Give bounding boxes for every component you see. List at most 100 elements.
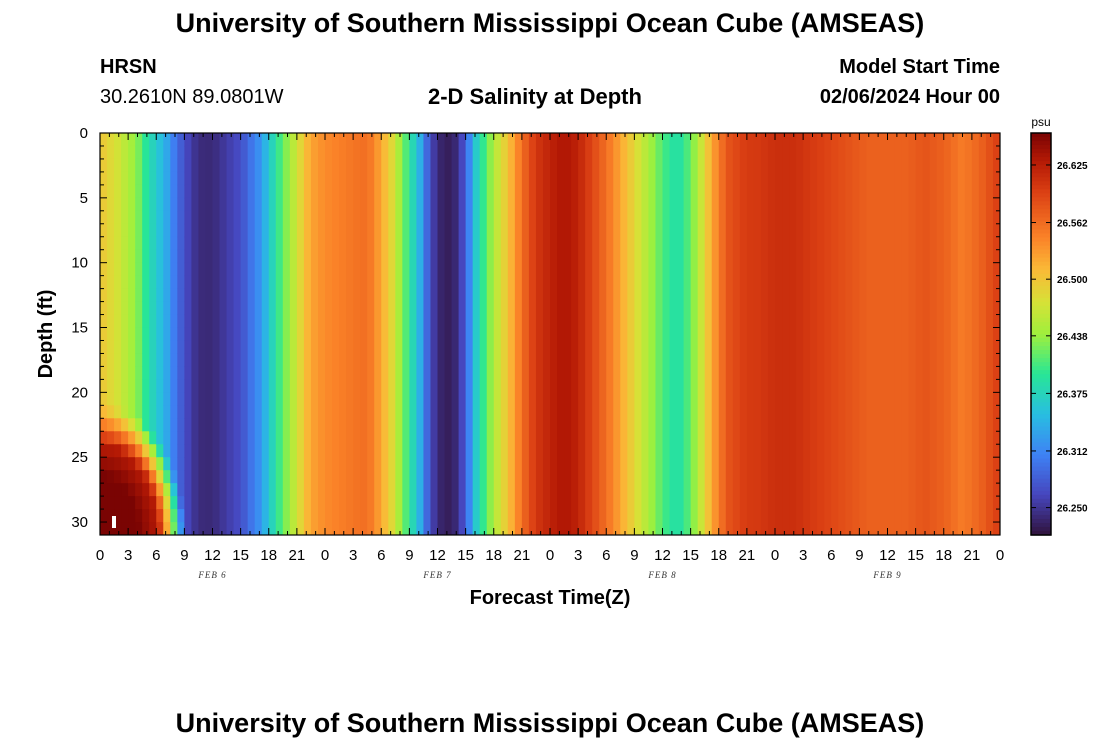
page-title: University of Southern Mississippi Ocean…	[175, 8, 925, 38]
heatmap-cell	[149, 197, 157, 212]
x-tick-label: 15	[232, 547, 249, 564]
colorbar-label: 26.562	[1057, 219, 1088, 230]
heatmap-cell	[184, 327, 193, 342]
heatmap-cell	[156, 340, 164, 355]
colorbar-segment	[1031, 474, 1051, 480]
heatmap-cell	[100, 366, 108, 380]
heatmap-cell	[107, 405, 115, 419]
heatmap-cell	[739, 133, 748, 535]
heatmap-cell	[121, 379, 129, 393]
colorbar-segment	[1031, 245, 1051, 251]
heatmap-cell	[831, 133, 839, 535]
colorbar-segment	[1031, 434, 1051, 440]
heatmap-cell	[156, 327, 164, 342]
heatmap-cell	[177, 522, 185, 535]
heatmap-cell	[669, 133, 678, 535]
heatmap-cell	[599, 133, 607, 535]
heatmap-cell	[149, 184, 157, 199]
heatmap-cell	[121, 509, 129, 523]
heatmap-cell	[163, 327, 171, 342]
heatmap-cell	[121, 418, 129, 432]
heatmap-cell	[156, 457, 164, 471]
x-tick-label: 12	[654, 547, 671, 564]
colorbar-segment	[1031, 510, 1051, 516]
heatmap-cell	[156, 509, 164, 523]
station-coordinates: 30.2610N 89.0801W	[100, 86, 284, 108]
heatmap-cell	[184, 288, 193, 303]
heatmap-cell	[353, 133, 361, 535]
heatmap-cell	[128, 392, 136, 406]
heatmap-cell	[114, 405, 122, 419]
heatmap-cell	[170, 444, 178, 458]
heatmap-cell	[142, 431, 150, 445]
colorbar-segment	[1031, 426, 1051, 432]
heatmap-cell	[648, 133, 657, 535]
heatmap-cell	[114, 340, 122, 355]
heatmap-cell	[135, 327, 143, 342]
heatmap-cell	[149, 327, 157, 342]
heatmap-cell	[936, 133, 945, 535]
heatmap-cell	[627, 133, 635, 535]
heatmap-cell	[135, 145, 143, 160]
heatmap-cell	[149, 522, 157, 535]
heatmap-cell	[542, 133, 551, 535]
x-tick-label: 15	[907, 547, 924, 564]
heatmap-cell	[100, 327, 108, 342]
heatmap-cell	[142, 340, 150, 355]
heatmap-cell	[100, 509, 108, 523]
x-tick-label: 3	[574, 547, 582, 564]
heatmap-cell	[128, 197, 136, 212]
heatmap-cell	[114, 431, 122, 445]
colorbar-segment	[1031, 466, 1051, 472]
heatmap-cell	[114, 301, 122, 316]
heatmap-cell	[107, 509, 115, 523]
heatmap-cell	[107, 327, 115, 342]
heatmap-cell	[128, 184, 136, 199]
heatmap-cell	[107, 301, 115, 316]
heatmap-cell	[163, 522, 171, 535]
colorbar-segment	[1031, 382, 1051, 387]
y-axis: 0 5 10 15 20 25 30	[71, 125, 1000, 536]
heatmap-cell	[374, 133, 382, 535]
heatmap-cell	[100, 236, 108, 251]
heatmap-cell	[156, 275, 164, 290]
x-tick-label: 9	[180, 547, 188, 564]
heatmap-cell	[121, 522, 129, 535]
heatmap-cell	[121, 262, 129, 277]
heatmap-cell	[901, 133, 910, 535]
x-tick-label: 3	[349, 547, 357, 564]
colorbar-segment	[1031, 217, 1051, 223]
heatmap-cell	[177, 444, 185, 458]
heatmap-cell	[592, 133, 600, 535]
colorbar-segment	[1031, 177, 1051, 182]
x-tick-label: 18	[260, 547, 277, 564]
x-tick-label: 9	[630, 547, 638, 564]
heatmap-cell	[163, 366, 171, 380]
colorbar-segment	[1031, 338, 1051, 343]
heatmap-cell	[149, 301, 157, 316]
heatmap-cell	[184, 470, 193, 484]
heatmap-cell	[177, 327, 185, 342]
heatmap-cell	[121, 301, 129, 316]
heatmap-cell	[507, 133, 516, 535]
heatmap-cell	[149, 158, 157, 173]
colorbar-segment	[1031, 269, 1051, 275]
y-tick-label: 5	[80, 190, 88, 207]
heatmap-cell	[121, 133, 129, 147]
heatmap-cell	[163, 314, 171, 329]
heatmap-cell	[219, 133, 228, 535]
heatmap-cell	[163, 249, 171, 264]
colorbar-segment	[1031, 293, 1051, 299]
heatmap-cell	[135, 496, 143, 510]
heatmap-cell	[177, 133, 185, 147]
heatmap-cell	[128, 145, 136, 160]
heatmap-cell	[128, 379, 136, 393]
heatmap-cell	[964, 133, 973, 535]
heatmap-cell	[465, 133, 474, 535]
heatmap-cell	[310, 133, 319, 535]
heatmap-cell	[128, 171, 136, 186]
heatmap-cell	[170, 314, 178, 329]
heatmap-cell	[142, 405, 150, 419]
colorbar-segment	[1031, 189, 1051, 194]
heatmap-cell	[128, 327, 136, 342]
